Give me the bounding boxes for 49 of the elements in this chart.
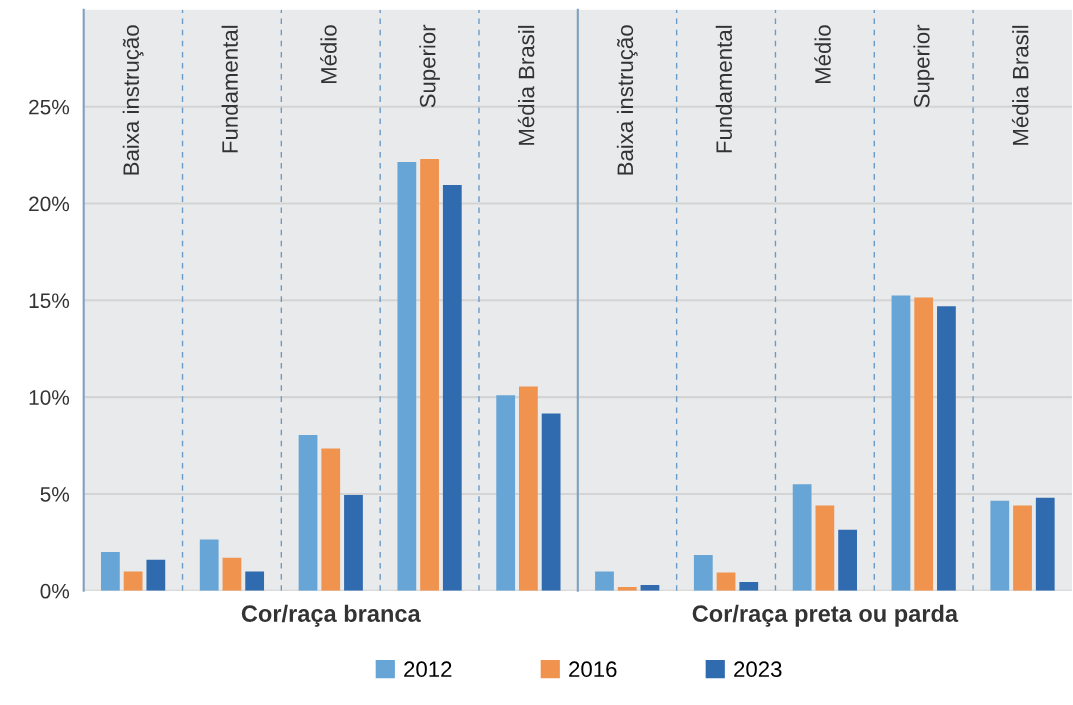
bar: [344, 494, 363, 591]
x-tick-label: Média Brasil: [517, 25, 535, 145]
bar: [693, 554, 713, 591]
x-tick-label: Superior: [913, 24, 935, 108]
bar: [990, 500, 1010, 591]
bar: [595, 571, 614, 591]
bar: [146, 559, 166, 591]
y-tick-label: 25%: [29, 99, 70, 115]
bar: [397, 161, 417, 591]
bar: [541, 413, 561, 591]
bar: [298, 434, 318, 591]
x-axis-title: Cor/raça branca: [241, 604, 421, 627]
y-tick-label: 20%: [29, 196, 70, 212]
bar: [815, 505, 835, 591]
bar: [739, 582, 759, 591]
x-tick-label: Superior: [419, 24, 440, 108]
bar: [496, 395, 516, 591]
bar: [1013, 505, 1032, 591]
bar: [519, 386, 538, 591]
x-tick-label: Baixa instrução: [122, 25, 144, 175]
bar: [937, 306, 956, 591]
bar: [1035, 497, 1055, 591]
bar: [442, 185, 462, 591]
y-tick-label: 15%: [29, 293, 70, 309]
bar: [222, 557, 242, 591]
x-tick-label: Médio: [320, 25, 337, 84]
bar: [245, 571, 265, 591]
y-tick-label: 10%: [29, 390, 70, 405]
bar: [199, 539, 219, 591]
x-tick-label: Fundamental: [221, 25, 238, 153]
y-tick-label: 0%: [40, 583, 70, 599]
bar: [838, 529, 857, 591]
bar: [792, 484, 812, 591]
x-tick-label: Médio: [814, 25, 831, 84]
legend-label: 2016: [569, 661, 617, 678]
y-tick-label: 5%: [40, 487, 70, 502]
x-axis-title: Cor/raça preta ou parda: [692, 604, 959, 627]
bar: [891, 295, 911, 591]
bar: [100, 552, 120, 591]
x-tick-label: Média Brasil: [1011, 25, 1029, 145]
bar: [716, 572, 736, 591]
x-tick-label: Baixa instrução: [616, 25, 638, 175]
legend-label: 2012: [404, 661, 452, 678]
legend-label: 2023: [734, 661, 782, 678]
bar: [321, 448, 341, 591]
bar: [420, 158, 439, 591]
bar: [123, 571, 143, 591]
bar: [914, 297, 934, 591]
x-tick-label: Fundamental: [715, 25, 733, 153]
